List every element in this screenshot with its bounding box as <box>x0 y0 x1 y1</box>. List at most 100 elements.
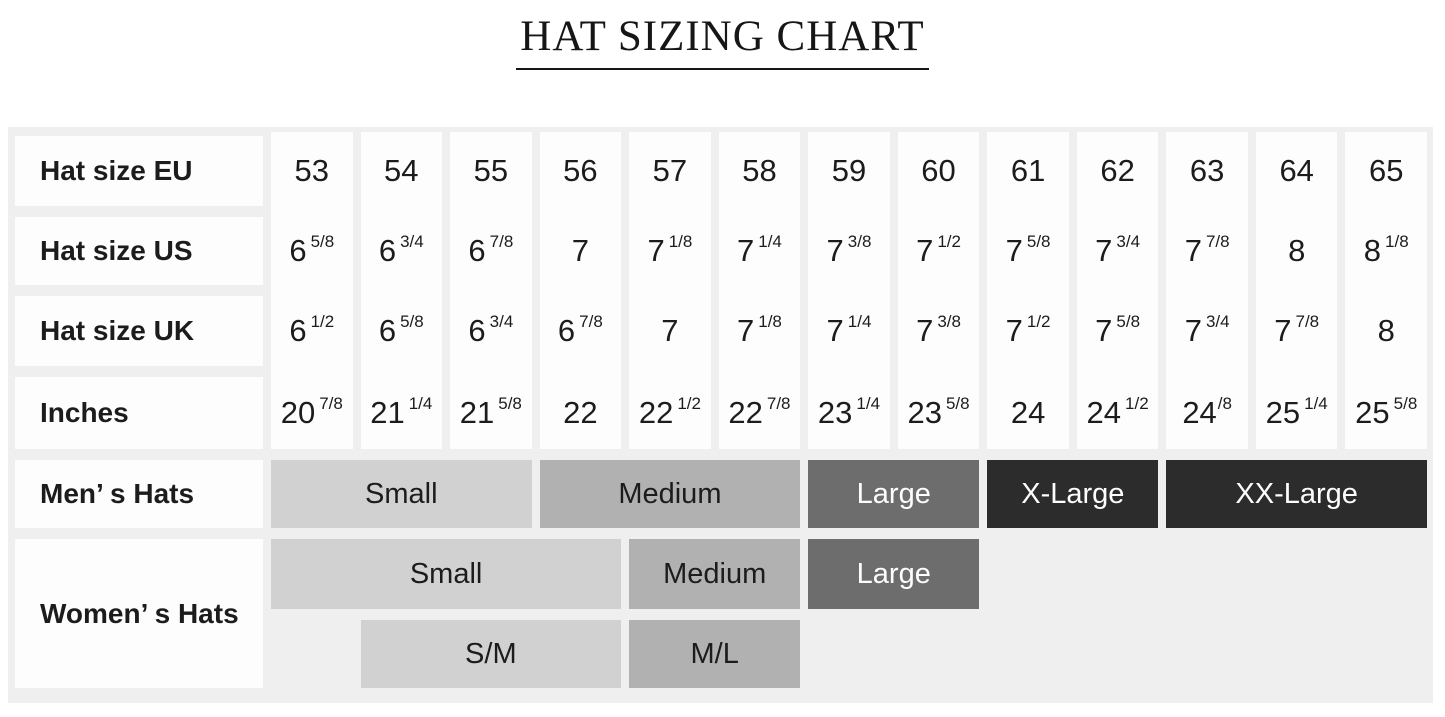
whole-number: 7 <box>916 313 934 348</box>
column-strip <box>360 132 443 449</box>
whole-number: 7 <box>826 313 844 348</box>
column-strip <box>808 132 890 449</box>
whole-number: 7 <box>647 233 665 268</box>
whole-number: 23 <box>907 395 942 430</box>
fraction: 3/8 <box>937 312 961 331</box>
size-cell: 55 <box>473 153 509 188</box>
size-cell: 7 1/8 <box>629 217 711 285</box>
fraction: 5/8 <box>945 394 970 413</box>
column-strip <box>629 132 711 449</box>
whole-number: 24 <box>1182 395 1217 430</box>
whole-number: 6 <box>378 313 397 348</box>
column-strip <box>1076 132 1159 449</box>
title-wrap: HAT SIZING CHART <box>0 12 1445 70</box>
fraction: 7/8 <box>1295 312 1320 331</box>
fraction: 7/8 <box>319 394 343 413</box>
column-strip <box>271 132 353 449</box>
whole-number: 7 <box>571 233 589 268</box>
whole-number: 7 <box>916 233 934 268</box>
fraction: 3/4 <box>489 312 514 331</box>
size-cell: 60 <box>921 153 956 188</box>
size-cell: 6 3/4 <box>450 296 532 366</box>
whole-number: 20 <box>280 395 316 430</box>
size-band-mens-x-large: X-Large <box>987 460 1159 528</box>
row-label-text: Hat size UK <box>40 315 195 346</box>
whole-number: 7 <box>1095 313 1113 348</box>
fraction: 1/2 <box>1026 312 1051 331</box>
size-band-womens-large: Large <box>808 539 980 609</box>
row-label-inches: Inches <box>15 377 263 449</box>
size-cell: 7 3/4 <box>1077 217 1159 285</box>
size-cell: 7 1/4 <box>719 217 801 285</box>
size-band-womens-m-l: M/L <box>629 620 801 688</box>
whole-number: 7 <box>1005 233 1023 268</box>
size-cell: 7 1/2 <box>987 296 1069 366</box>
whole-number: 8 <box>1288 233 1306 268</box>
size-cell: 7 <box>540 217 622 285</box>
row-label-hat-size-eu: Hat size EU <box>15 136 263 206</box>
size-cell: 7 5/8 <box>1077 296 1159 366</box>
column-strip <box>897 132 980 449</box>
whole-number: 7 <box>661 313 679 348</box>
size-cell: 7 3/4 <box>1166 296 1248 366</box>
fraction: 1/4 <box>758 232 782 251</box>
fraction: 7/8 <box>1205 232 1230 251</box>
size-cell: 20 7/8 <box>271 377 353 449</box>
size-cell: 22 1/2 <box>629 377 711 449</box>
fraction: 5/8 <box>1026 232 1051 251</box>
size-cell: 6 7/8 <box>540 296 622 366</box>
fraction: 1/4 <box>856 394 881 413</box>
size-cell: 63 <box>1189 153 1225 188</box>
fraction: 1/8 <box>1385 232 1409 251</box>
fraction: 5/8 <box>310 232 335 251</box>
size-band-womens-medium: Medium <box>629 539 801 609</box>
row-label-text: Hat size US <box>40 235 193 266</box>
page-title: HAT SIZING CHART <box>516 12 929 70</box>
size-cell: 54 <box>384 153 419 188</box>
fraction: 1/8 <box>668 232 693 251</box>
size-band-mens-large: Large <box>808 460 980 528</box>
fraction: 1/2 <box>937 232 961 251</box>
row-label-hat-size-uk: Hat size UK <box>15 296 263 366</box>
whole-number: 8 <box>1377 313 1395 348</box>
fraction: 3/4 <box>400 232 424 251</box>
whole-number: 6 <box>468 313 486 348</box>
fraction: 7/8 <box>579 312 603 331</box>
whole-number: 22 <box>728 395 763 430</box>
row-label-womens-hats: Women’ s Hats <box>15 539 263 688</box>
fraction: 1/4 <box>408 394 433 413</box>
column-strip <box>1345 132 1427 449</box>
size-cell: 7 1/4 <box>808 296 890 366</box>
size-cell: 59 <box>831 153 867 188</box>
whole-number: 7 <box>737 233 755 268</box>
whole-number: 7 <box>826 233 844 268</box>
size-cell: 8 <box>1345 296 1427 366</box>
size-cell: 8 <box>1256 217 1338 285</box>
size-cell: 7 3/8 <box>808 217 890 285</box>
size-cell: 7 3/8 <box>898 296 980 366</box>
size-cell: 6 1/2 <box>271 296 353 366</box>
size-cell: 56 <box>563 153 598 188</box>
size-cell: 7 1/2 <box>898 217 980 285</box>
fraction: 1/8 <box>758 312 782 331</box>
size-cell: 61 <box>1010 153 1046 188</box>
size-cell: 22 <box>540 377 622 449</box>
size-cell: 6 5/8 <box>271 217 353 285</box>
size-cell: 22 7/8 <box>719 377 801 449</box>
fraction: 1/4 <box>847 312 872 331</box>
fraction: 3/8 <box>847 232 872 251</box>
row-label-mens-hats: Men’ s Hats <box>15 460 263 528</box>
size-cell: 7 7/8 <box>1256 296 1338 366</box>
fraction: 5/8 <box>498 394 522 413</box>
fraction: /8 <box>1217 394 1232 413</box>
whole-number: 6 <box>468 233 486 268</box>
whole-number: 24 <box>1086 395 1122 430</box>
fraction: 1/4 <box>1304 394 1328 413</box>
size-cell: 65 <box>1368 153 1404 188</box>
size-band-mens-small: Small <box>271 460 532 528</box>
size-cell: 7 1/8 <box>719 296 801 366</box>
column-strip <box>1255 132 1338 449</box>
size-cell: 24 <box>987 377 1069 449</box>
fraction: 5/8 <box>400 312 424 331</box>
size-cell: 25 5/8 <box>1345 377 1427 449</box>
